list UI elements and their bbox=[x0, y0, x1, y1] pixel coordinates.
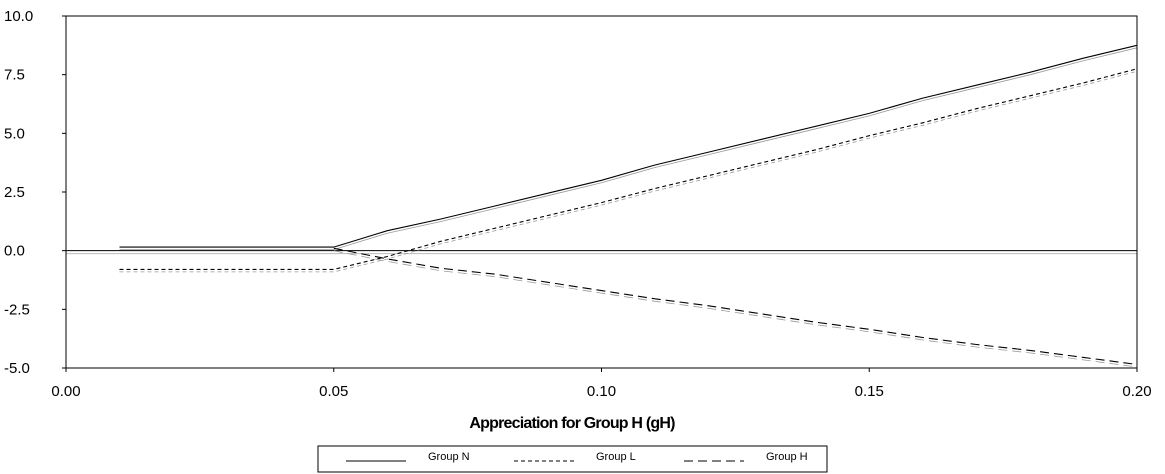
x-tick-label: 0.10 bbox=[587, 383, 616, 400]
y-tick-label: 2.5 bbox=[4, 184, 25, 201]
x-tick-label: 0.15 bbox=[855, 383, 884, 400]
legend-label-group-n: Group N bbox=[428, 451, 470, 463]
y-tick-label: 10.0 bbox=[4, 8, 33, 25]
y-tick-label: 7.5 bbox=[4, 67, 25, 84]
y-tick-label: -2.5 bbox=[4, 301, 30, 318]
legend: Group N Group L Group H bbox=[317, 445, 828, 473]
y-tick-labels: 10.0 7.5 5.0 2.5 0.0 -2.5 -5.0 bbox=[4, 8, 33, 377]
legend-label-group-l: Group L bbox=[596, 451, 636, 463]
legend-box bbox=[317, 445, 828, 473]
y-tick-label: 5.0 bbox=[4, 125, 25, 142]
x-tick-label: 0.00 bbox=[51, 383, 80, 400]
series-shadow-group-h bbox=[333, 250, 1138, 368]
x-tick-label: 0.20 bbox=[1122, 383, 1151, 400]
y-tick-label: 0.0 bbox=[4, 243, 25, 260]
plot-area bbox=[62, 15, 1138, 372]
legend-items: Group N Group L Group H bbox=[346, 451, 808, 463]
x-axis-title: Appreciation for Group H (gH) bbox=[469, 415, 675, 432]
series-group bbox=[119, 44, 1138, 368]
series-shadow-group-n bbox=[119, 47, 1138, 251]
x-tick-label: 0.05 bbox=[319, 383, 348, 400]
series-line-group-n bbox=[119, 44, 1138, 248]
legend-label-group-h: Group H bbox=[766, 451, 808, 463]
series-line-group-l bbox=[119, 68, 1138, 270]
series-shadow-group-l bbox=[119, 70, 1138, 273]
x-tick-labels: 0.00 0.05 0.10 0.15 0.20 bbox=[51, 383, 1151, 400]
y-tick-label: -5.0 bbox=[4, 360, 30, 377]
series-line-group-h bbox=[333, 247, 1138, 366]
